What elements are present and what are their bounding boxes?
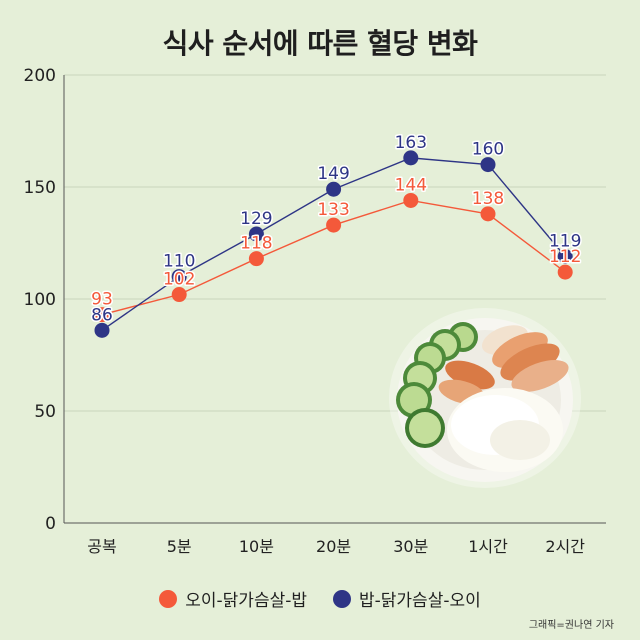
credit-text: 그래픽=권나연 기자 bbox=[528, 620, 614, 631]
data-label-series-2: 110 bbox=[163, 252, 195, 272]
legend-item-series-2: 밥-닭가슴살-오이 bbox=[333, 586, 481, 611]
legend-marker-series-2 bbox=[333, 589, 351, 608]
legend-label-series-2: 밥-닭가슴살-오이 bbox=[359, 591, 481, 611]
y-tick-label: 50 bbox=[34, 402, 56, 422]
legend-label-series-1: 오이-닭가슴살-밥 bbox=[185, 591, 307, 611]
data-label-series-1: 102 bbox=[163, 270, 195, 290]
data-label-series-2: 149 bbox=[317, 164, 349, 184]
data-point-series-1 bbox=[171, 287, 187, 303]
y-tick-label: 150 bbox=[24, 178, 56, 198]
data-point-series-1 bbox=[403, 192, 419, 208]
y-tick-label: 0 bbox=[45, 514, 56, 534]
data-label-series-2: 163 bbox=[395, 133, 427, 153]
series-points bbox=[94, 150, 573, 338]
x-tick-labels: 공복 5분 10분 20분 30분 1시간 2시간 bbox=[87, 537, 585, 556]
cucumber-icon bbox=[396, 322, 478, 448]
x-tick-label: 공복 bbox=[87, 537, 116, 556]
data-point-series-2 bbox=[248, 226, 264, 242]
axes bbox=[63, 75, 606, 524]
y-tick-label: 200 bbox=[24, 66, 56, 86]
chart-title: 식사 순서에 따른 혈당 변화 bbox=[162, 27, 478, 60]
data-label-series-1: 93 bbox=[91, 290, 113, 310]
data-label-series-2: 86 bbox=[91, 305, 113, 325]
x-tick-label: 1시간 bbox=[468, 537, 508, 556]
data-point-series-2 bbox=[480, 157, 496, 173]
data-point-series-2 bbox=[326, 181, 342, 197]
data-label-series-2: 160 bbox=[472, 140, 504, 160]
x-tick-label: 30분 bbox=[393, 537, 428, 556]
data-label-series-2: 119 bbox=[549, 231, 581, 251]
data-label-series-1: 133 bbox=[317, 200, 349, 220]
data-point-series-2 bbox=[557, 248, 573, 264]
data-label-series-1: 138 bbox=[472, 189, 504, 209]
plate-illustration bbox=[389, 308, 581, 488]
data-label-series-1: 144 bbox=[395, 175, 427, 195]
data-label-series-1: 118 bbox=[240, 234, 272, 254]
data-point-series-1 bbox=[326, 217, 342, 233]
data-point-series-1 bbox=[94, 307, 110, 323]
legend-item-series-1: 오이-닭가슴살-밥 bbox=[159, 586, 307, 611]
x-tick-label: 2시간 bbox=[545, 537, 585, 556]
legend: 오이-닭가슴살-밥 밥-닭가슴살-오이 bbox=[0, 586, 640, 611]
x-tick-label: 5분 bbox=[167, 537, 192, 556]
data-point-series-2 bbox=[403, 150, 419, 166]
y-tick-label: 100 bbox=[24, 290, 56, 310]
data-point-series-2 bbox=[94, 322, 110, 338]
x-tick-label: 10분 bbox=[239, 537, 274, 556]
data-labels: 93 102 118 133 144 138 112 86 110 129 149 163 160 119 bbox=[90, 131, 583, 326]
x-tick-label: 20분 bbox=[316, 537, 351, 556]
data-label-series-1: 112 bbox=[549, 247, 581, 267]
data-point-series-2 bbox=[171, 269, 187, 285]
y-tick-labels: 0 50 100 150 200 bbox=[24, 66, 56, 534]
legend-marker-series-1 bbox=[159, 589, 178, 608]
data-label-series-2: 129 bbox=[240, 209, 272, 229]
data-point-series-1 bbox=[557, 264, 573, 280]
data-point-series-1 bbox=[480, 206, 496, 222]
data-point-series-1 bbox=[248, 251, 264, 267]
rice-icon bbox=[447, 388, 563, 472]
